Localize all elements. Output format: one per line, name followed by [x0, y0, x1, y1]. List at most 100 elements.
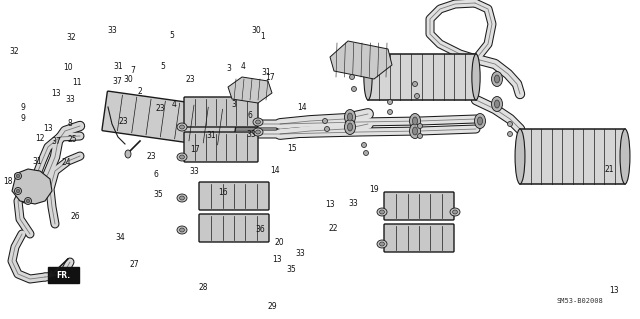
- Ellipse shape: [495, 100, 499, 108]
- Text: 18: 18: [4, 177, 13, 186]
- FancyBboxPatch shape: [199, 182, 269, 210]
- Bar: [520, 129, 625, 184]
- Ellipse shape: [413, 127, 417, 135]
- Ellipse shape: [410, 123, 420, 138]
- Text: 13: 13: [43, 124, 53, 133]
- Text: 34: 34: [115, 233, 125, 242]
- Text: 14: 14: [297, 103, 307, 112]
- Text: 23: 23: [118, 117, 129, 126]
- Text: 33: 33: [65, 95, 76, 104]
- Text: 21: 21: [605, 165, 614, 174]
- Ellipse shape: [177, 123, 187, 131]
- Ellipse shape: [452, 210, 458, 214]
- Text: 26: 26: [70, 212, 81, 221]
- Text: 31: 31: [32, 157, 42, 166]
- Ellipse shape: [387, 109, 392, 115]
- FancyBboxPatch shape: [184, 97, 258, 127]
- Text: 35: 35: [286, 265, 296, 274]
- Text: 3: 3: [227, 64, 232, 73]
- Ellipse shape: [253, 128, 263, 136]
- Ellipse shape: [413, 81, 417, 86]
- Text: 8: 8: [67, 119, 72, 128]
- Ellipse shape: [255, 130, 260, 134]
- Ellipse shape: [380, 210, 385, 214]
- Ellipse shape: [177, 153, 187, 161]
- Ellipse shape: [620, 129, 630, 184]
- Text: 33: 33: [348, 199, 358, 208]
- Ellipse shape: [410, 114, 420, 129]
- FancyBboxPatch shape: [184, 132, 258, 162]
- Text: 14: 14: [270, 166, 280, 174]
- Ellipse shape: [515, 129, 525, 184]
- Text: 16: 16: [218, 188, 228, 197]
- Ellipse shape: [492, 97, 502, 112]
- Text: 23: 23: [155, 104, 165, 113]
- Text: 11: 11: [72, 78, 81, 87]
- Text: 33: 33: [189, 167, 200, 176]
- Text: FR.: FR.: [56, 271, 70, 279]
- Ellipse shape: [364, 151, 369, 155]
- Text: 10: 10: [63, 63, 74, 72]
- Ellipse shape: [180, 196, 184, 200]
- Text: 23: 23: [185, 75, 195, 84]
- Ellipse shape: [16, 189, 20, 193]
- Text: 33: 33: [107, 26, 117, 35]
- Text: 9: 9: [20, 114, 26, 122]
- FancyBboxPatch shape: [199, 214, 269, 242]
- Polygon shape: [330, 41, 392, 79]
- Ellipse shape: [495, 75, 499, 83]
- Ellipse shape: [348, 113, 353, 121]
- Text: 13: 13: [325, 200, 335, 209]
- Text: 17: 17: [190, 145, 200, 154]
- Text: 1: 1: [260, 32, 265, 41]
- Text: 25: 25: [67, 135, 77, 144]
- Ellipse shape: [492, 71, 502, 86]
- Ellipse shape: [323, 118, 328, 123]
- Text: 29: 29: [267, 302, 277, 311]
- Ellipse shape: [472, 54, 480, 100]
- Text: 27: 27: [129, 260, 140, 269]
- Text: 37: 37: [112, 77, 122, 86]
- Text: 23: 23: [147, 152, 157, 161]
- Text: 5: 5: [160, 62, 165, 70]
- Ellipse shape: [377, 240, 387, 248]
- Text: 3: 3: [232, 100, 237, 109]
- Text: 37: 37: [51, 137, 61, 146]
- FancyBboxPatch shape: [384, 224, 454, 252]
- Ellipse shape: [474, 114, 486, 129]
- Text: 30: 30: [251, 26, 261, 35]
- Ellipse shape: [180, 125, 184, 129]
- Text: 35: 35: [154, 190, 164, 199]
- Ellipse shape: [125, 150, 131, 158]
- Text: 32: 32: [67, 33, 77, 42]
- Ellipse shape: [180, 155, 184, 159]
- Ellipse shape: [26, 199, 29, 203]
- Text: 4: 4: [241, 62, 246, 70]
- Ellipse shape: [24, 197, 31, 204]
- Text: 33: 33: [246, 130, 257, 139]
- Ellipse shape: [362, 143, 367, 147]
- Text: 17: 17: [265, 73, 275, 82]
- Text: 15: 15: [287, 144, 297, 153]
- Ellipse shape: [413, 117, 417, 125]
- FancyBboxPatch shape: [384, 192, 454, 220]
- Ellipse shape: [417, 133, 422, 138]
- Ellipse shape: [508, 122, 513, 127]
- Ellipse shape: [377, 208, 387, 216]
- Ellipse shape: [349, 75, 355, 79]
- Text: 13: 13: [272, 255, 282, 263]
- Ellipse shape: [477, 117, 483, 125]
- Text: 33: 33: [295, 249, 305, 258]
- Text: 31: 31: [206, 131, 216, 140]
- Ellipse shape: [508, 131, 513, 137]
- Ellipse shape: [417, 123, 422, 129]
- Ellipse shape: [380, 242, 385, 246]
- Ellipse shape: [15, 173, 22, 180]
- Text: 19: 19: [369, 185, 379, 194]
- Text: 13: 13: [51, 89, 61, 98]
- FancyBboxPatch shape: [102, 91, 238, 149]
- Text: 20: 20: [274, 238, 284, 247]
- Ellipse shape: [255, 120, 260, 124]
- Bar: [368, 54, 476, 100]
- Ellipse shape: [364, 54, 372, 100]
